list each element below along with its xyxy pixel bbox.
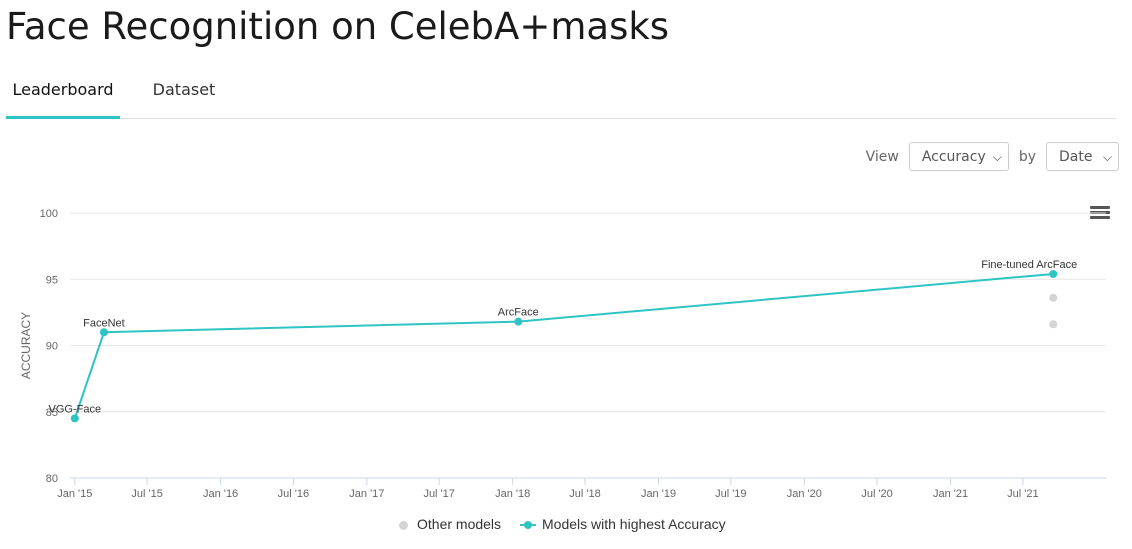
x-tick-label: Jul '21 — [1007, 488, 1038, 500]
legend-other-models[interactable]: Other models — [399, 516, 501, 532]
chevron-down-icon: ⌵ — [1102, 150, 1112, 164]
x-tick-label: Jan '19 — [641, 488, 676, 500]
x-tick-label: Jul '20 — [861, 488, 892, 500]
data-point-label: FaceNet — [83, 317, 125, 329]
by-select[interactable]: Date ⌵ — [1046, 142, 1119, 171]
data-point-label: Fine-tuned ArcFace — [981, 259, 1077, 271]
y-tick-label: 90 — [46, 341, 58, 353]
data-point-label: VGG-Face — [49, 403, 102, 415]
x-tick-label: Jan '20 — [787, 488, 822, 500]
legend-other-label: Other models — [417, 516, 502, 532]
view-select[interactable]: Accuracy ⌵ — [908, 142, 1009, 171]
y-tick-label: 80 — [46, 473, 58, 485]
y-tick-label: 85 — [46, 407, 58, 419]
chart-legend: Other models Models with highest Accurac… — [0, 516, 1132, 536]
teal-line-marker-icon — [520, 521, 536, 529]
x-tick-label: Jan '18 — [495, 488, 530, 500]
tab-leaderboard[interactable]: Leaderboard — [6, 70, 120, 119]
grey-dot-icon — [399, 521, 408, 530]
x-tick-label: Jul '17 — [423, 488, 454, 500]
page-title: Face Recognition on CelebA+masks — [6, 5, 670, 48]
highest-accuracy-point — [514, 317, 523, 326]
by-select-value: Date — [1059, 149, 1093, 165]
x-tick-label: Jul '16 — [278, 488, 309, 500]
other-model-point — [1049, 320, 1058, 329]
chart-controls: View Accuracy ⌵ by Date ⌵ — [866, 141, 1119, 172]
y-tick-label: 95 — [46, 274, 58, 286]
other-model-point — [1049, 293, 1058, 302]
view-label: View — [865, 148, 899, 165]
highest-accuracy-line — [73, 272, 1054, 419]
legend-highest-label: Models with highest Accuracy — [542, 516, 726, 532]
x-tick-label: Jul '19 — [715, 488, 746, 500]
highest-accuracy-point — [70, 414, 79, 423]
highest-accuracy-point — [99, 328, 108, 337]
tab-bar: Leaderboard Dataset — [6, 70, 1116, 119]
highest-accuracy-point — [1049, 269, 1058, 278]
legend-highest-models[interactable]: Models with highest Accuracy — [520, 516, 726, 532]
view-select-value: Accuracy — [921, 149, 986, 165]
tab-dataset[interactable]: Dataset — [152, 80, 216, 99]
by-label: by — [1018, 148, 1036, 165]
x-tick-label: Jan '16 — [203, 488, 238, 500]
accuracy-chart: 80 85 90 95 100 Jan '15 Jul '15 Jan '16 Jul '16 J… — [19, 208, 1106, 500]
x-tick-label: Jan '15 — [57, 488, 92, 500]
x-tick-label: Jan '17 — [349, 488, 384, 500]
y-tick-label: 100 — [40, 208, 58, 220]
x-tick-label: Jul '15 — [131, 488, 162, 500]
x-tick-label: Jan '21 — [933, 488, 968, 500]
data-point-label: ArcFace — [498, 307, 539, 319]
y-axis-title: ACCURACY — [19, 312, 33, 379]
x-tick-label: Jul '18 — [569, 488, 600, 500]
chevron-down-icon: ⌵ — [992, 150, 1002, 164]
